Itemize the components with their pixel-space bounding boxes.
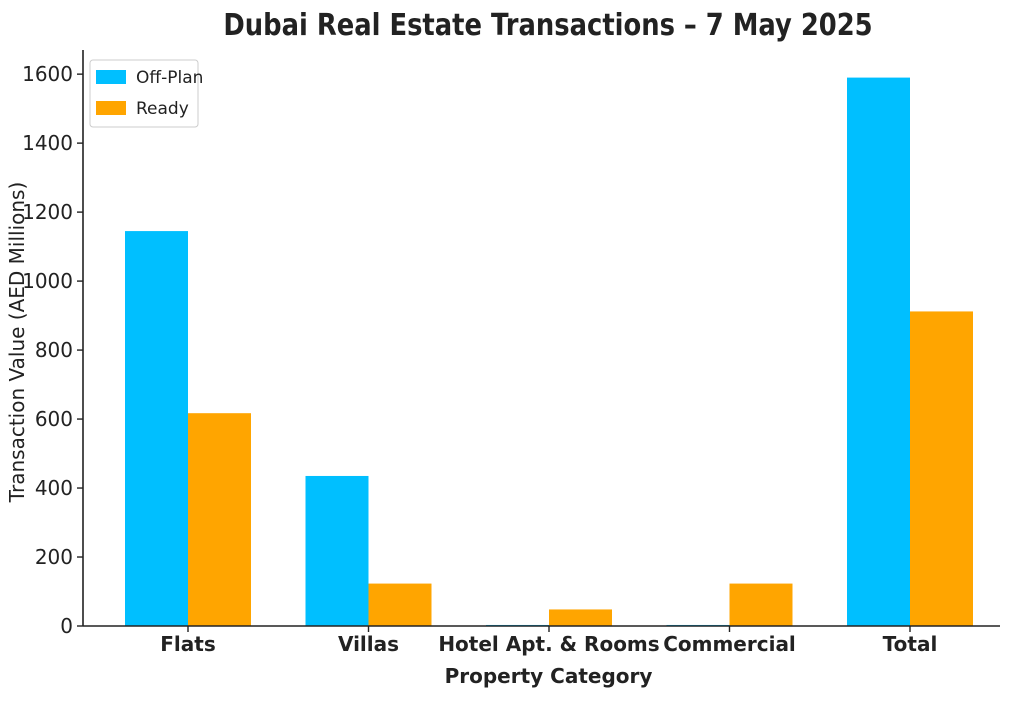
legend-swatch [96, 70, 126, 84]
x-tick-label: Villas [338, 632, 399, 656]
y-tick-label: 400 [35, 476, 73, 500]
bar [910, 311, 973, 626]
y-tick-label: 0 [60, 614, 73, 638]
x-tick-label: Flats [160, 632, 215, 656]
y-axis-title: Transaction Value (AED Millions) [5, 182, 29, 504]
bar [125, 231, 188, 626]
legend-label: Off-Plan [136, 68, 203, 88]
bar [549, 609, 612, 626]
y-tick-label: 800 [35, 338, 73, 362]
legend-swatch [96, 101, 126, 115]
x-axis-title: Property Category [445, 664, 653, 688]
legend: Off-Plan Ready [89, 59, 203, 128]
bar [729, 583, 793, 626]
x-tick-label: Total [883, 632, 938, 656]
axes-group [82, 50, 1000, 627]
y-tick-label: 600 [35, 407, 73, 431]
bar [305, 475, 369, 626]
y-tick-label: 1600 [22, 62, 73, 86]
y-ticks-group: 0 200 400 600 800 1000 1200 1400 1600 [22, 62, 83, 638]
y-tick-label: 1200 [22, 200, 73, 224]
y-tick-label: 200 [35, 545, 73, 569]
bar [188, 413, 251, 626]
chart-title: Dubai Real Estate Transactions – 7 May 2… [223, 8, 873, 43]
y-tick-label: 1400 [22, 131, 73, 155]
legend-label: Ready [136, 99, 189, 119]
x-ticks-group: Flats Villas Hotel Apt. & Rooms Commercial T… [160, 626, 937, 656]
y-tick-label: 1000 [22, 269, 73, 293]
x-tick-label: Hotel Apt. & Rooms [438, 632, 659, 656]
bar [847, 77, 910, 626]
bars-group [125, 77, 973, 626]
x-tick-label: Commercial [663, 632, 796, 656]
bar [368, 583, 432, 626]
